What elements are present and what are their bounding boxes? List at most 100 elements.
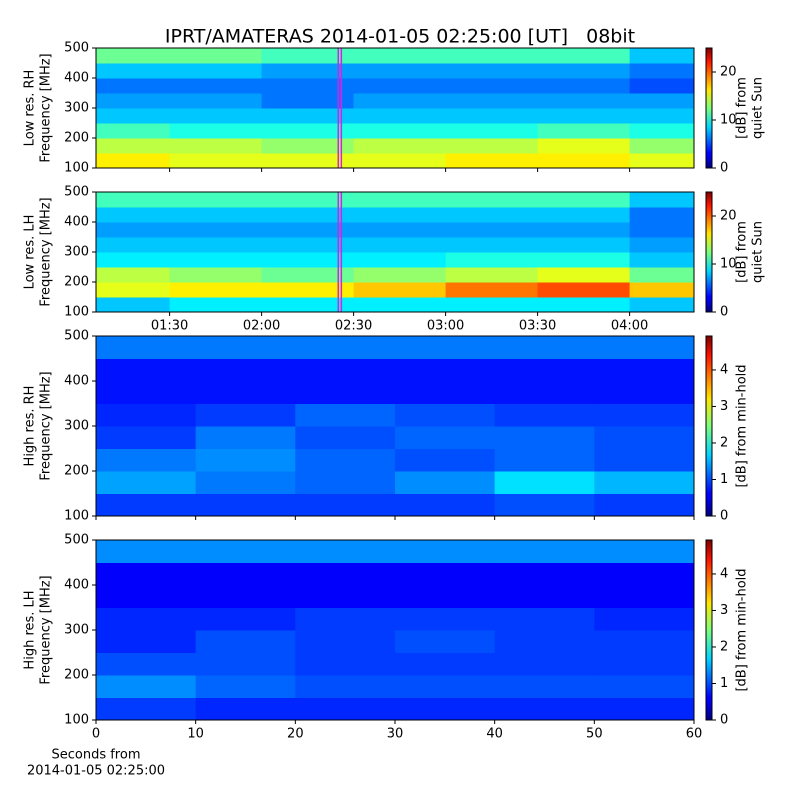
heatmap-cell — [195, 426, 296, 449]
heatmap-cell — [537, 63, 631, 79]
y-axis-label: Frequency [MHz] — [39, 197, 54, 306]
heatmap-cell — [494, 562, 595, 586]
heatmap-cell — [195, 493, 296, 517]
y-tick-label: 500 — [64, 533, 89, 548]
heatmap-cell — [353, 222, 447, 238]
heatmap-cell — [494, 448, 595, 472]
heatmap-cell — [537, 123, 631, 139]
heatmap-cell — [295, 697, 396, 721]
heatmap-cell — [261, 222, 355, 238]
heatmap-cell — [96, 697, 197, 721]
heatmap-cell — [261, 123, 355, 139]
heatmap-cell — [261, 252, 355, 268]
heatmap-cell — [169, 153, 263, 169]
heatmap-cell — [295, 336, 396, 359]
heatmap-cell — [195, 540, 296, 563]
colorbar-tick-label: 2 — [720, 639, 728, 654]
y-tick-label: 400 — [64, 374, 89, 389]
colorbar-tick-label: 3 — [720, 603, 728, 618]
heatmap-cell — [395, 652, 496, 676]
heatmap-cell — [169, 192, 263, 208]
heatmap-cell — [395, 426, 496, 449]
y-tick-label: 300 — [64, 419, 89, 434]
colorbar-tick-label: 1 — [720, 676, 728, 691]
heatmap-cell — [445, 63, 539, 79]
heatmap-cell — [445, 192, 539, 208]
heatmap-cell — [445, 207, 539, 223]
heatmap-cell — [395, 607, 496, 631]
heatmap-cell — [594, 652, 695, 676]
x-tick-label: 02:00 — [243, 319, 280, 334]
heatmap-cell — [295, 493, 396, 517]
colorbar-tick-label: 3 — [720, 399, 728, 414]
heatmap-cell — [594, 562, 695, 586]
heatmap-cell — [261, 93, 355, 109]
heatmap-cell — [96, 471, 197, 494]
x-axis-label: Seconds from — [51, 748, 140, 763]
y-tick-label: 100 — [64, 161, 89, 176]
heatmap-cell — [96, 78, 171, 94]
heatmap-cell — [494, 585, 595, 608]
heatmap-cell — [629, 48, 695, 64]
x-tick-label: 02:30 — [335, 319, 372, 334]
x-tick-label: 03:30 — [519, 319, 556, 334]
x-tick-label: 40 — [486, 727, 503, 742]
heatmap-cell — [353, 153, 447, 169]
heatmap-cell — [537, 222, 631, 238]
heatmap-cell — [96, 93, 171, 109]
heatmap-cell — [96, 493, 197, 517]
heatmap-cell — [629, 237, 695, 253]
heatmap-cell — [261, 108, 355, 124]
heatmap-cell — [629, 153, 695, 169]
heatmap-cell — [594, 471, 695, 494]
colorbar-tick-label: 10 — [720, 257, 737, 272]
heatmap-cell — [537, 297, 631, 313]
heatmap-cell — [353, 93, 447, 109]
y-axis-label: High res. LH — [23, 590, 38, 669]
y-tick-label: 100 — [64, 509, 89, 524]
heatmap-cell — [169, 297, 263, 313]
heatmap-cell — [96, 222, 171, 238]
y-tick-label: 500 — [64, 185, 89, 200]
heatmap-cell — [195, 630, 296, 653]
y-axis-label: Low res. LH — [23, 215, 38, 290]
heatmap-cell — [353, 78, 447, 94]
y-axis-label: Frequency [MHz] — [39, 53, 54, 162]
heatmap-cell — [295, 381, 396, 404]
y-tick-label: 400 — [64, 71, 89, 86]
heatmap-cell — [96, 585, 197, 608]
heatmap-cell — [295, 358, 396, 382]
x-tick-label: 60 — [686, 727, 703, 742]
y-tick-label: 200 — [64, 464, 89, 479]
heatmap-cell — [445, 138, 539, 154]
heatmap-cell — [629, 222, 695, 238]
colorbar-tick-label: 2 — [720, 435, 728, 450]
heatmap-cell — [494, 426, 595, 449]
x-tick-label: 10 — [187, 727, 204, 742]
y-axis-label: Low res. RH — [23, 70, 38, 147]
heatmap-cell — [395, 381, 496, 404]
heatmap-cell — [96, 426, 197, 449]
colorbar-tick-label: 20 — [720, 209, 737, 224]
heatmap-cell — [494, 471, 595, 494]
heatmap-cell — [169, 282, 263, 298]
heatmap-cell — [537, 48, 631, 64]
heatmap-cell — [494, 493, 595, 517]
y-tick-label: 300 — [64, 101, 89, 116]
colorbar-label: [dB] from min-hold — [735, 364, 750, 487]
heatmap-cell — [261, 297, 355, 313]
colorbar-tick-label: 0 — [720, 305, 728, 320]
heatmap-cell — [537, 282, 631, 298]
colorbar-label: [dB] from — [735, 77, 750, 139]
heatmap-cell — [395, 630, 496, 653]
heatmap-cell — [169, 63, 263, 79]
heatmap-cell — [96, 630, 197, 653]
y-tick-label: 200 — [64, 275, 89, 290]
y-axis-label: Frequency [MHz] — [39, 371, 54, 480]
heatmap-cell — [395, 675, 496, 698]
heatmap-cell — [629, 282, 695, 298]
colorbar-tick-label: 4 — [720, 566, 728, 581]
heatmap-cell — [594, 585, 695, 608]
heatmap-cell — [594, 336, 695, 359]
